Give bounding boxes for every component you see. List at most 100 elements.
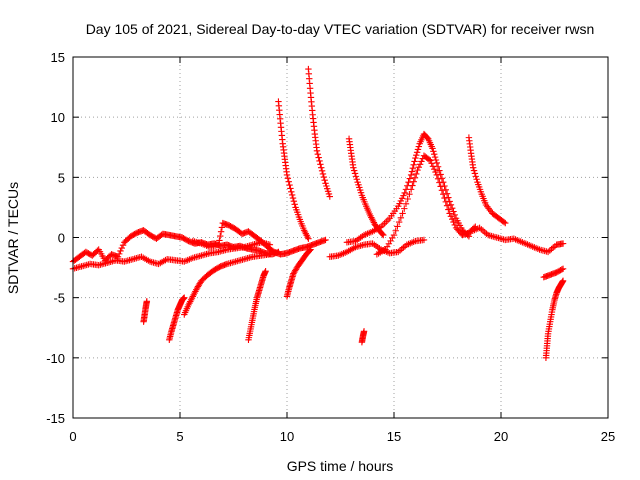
y-tick-label: 10: [51, 110, 65, 125]
data-point: [315, 154, 322, 161]
data-point: [446, 210, 453, 217]
data-point: [440, 190, 447, 198]
data-point: [394, 223, 401, 230]
data-point: [319, 170, 327, 178]
data-point: [285, 178, 292, 185]
tick-labels: 0 5 10 15 20 25 -15 -10 -5 0 5 10 15: [46, 50, 615, 444]
x-tick-label: 10: [280, 429, 294, 444]
data-point: [360, 328, 368, 335]
data-point: [436, 179, 443, 186]
data-point: [415, 143, 423, 150]
series-dip-10: [283, 246, 314, 300]
data-point: [351, 170, 359, 177]
data-point: [288, 191, 296, 199]
data-point: [143, 298, 151, 305]
data-point: [306, 247, 313, 254]
data-point: [392, 227, 399, 234]
y-tick-label: 5: [58, 170, 65, 185]
data-point: [321, 177, 328, 184]
data-point: [318, 164, 325, 171]
data-point: [447, 213, 455, 220]
data-point: [266, 251, 274, 258]
series-dip-3: [140, 298, 151, 325]
data-point: [410, 161, 417, 169]
data-point: [436, 167, 443, 174]
data-point: [397, 214, 405, 221]
plot-frame: [72, 56, 609, 419]
data-point: [290, 197, 298, 205]
data-point: [471, 170, 479, 177]
series-dip-5: [181, 251, 274, 318]
data-point: [470, 167, 478, 174]
data-point: [390, 231, 398, 239]
data-point: [350, 167, 358, 174]
data-point: [399, 210, 406, 217]
data-point: [430, 148, 437, 155]
series-dip-8: [245, 267, 269, 343]
data-point: [407, 171, 415, 179]
x-tick-label: 20: [494, 429, 508, 444]
data-point: [411, 158, 418, 165]
x-axis-label: GPS time / hours: [287, 458, 394, 474]
data-point: [415, 164, 423, 171]
data-point: [447, 201, 455, 208]
data-point: [288, 188, 295, 195]
data-point: [307, 246, 314, 253]
data-point: [445, 206, 452, 213]
data-point: [472, 173, 479, 180]
data-point: [410, 178, 417, 185]
series-baseline-lower: [69, 239, 274, 272]
data-point: [287, 185, 294, 192]
x-tick-label: 25: [601, 429, 615, 444]
x-tick-label: 0: [69, 429, 76, 444]
data-point: [283, 171, 291, 179]
data-point: [406, 175, 414, 182]
data-point: [434, 175, 442, 182]
data-point: [559, 265, 567, 272]
data-point: [352, 173, 360, 180]
data-point: [318, 167, 326, 175]
data-point: [427, 157, 434, 164]
data-point: [217, 232, 224, 240]
data-marks: [69, 65, 567, 362]
data-point: [317, 161, 324, 168]
data-point: [443, 202, 451, 209]
data-point: [450, 218, 457, 226]
data-point: [409, 182, 416, 189]
data-point: [379, 230, 386, 238]
data-point: [402, 200, 410, 208]
data-point: [450, 208, 457, 215]
data-point: [181, 294, 188, 301]
data-point: [413, 170, 420, 178]
data-point: [401, 189, 408, 197]
data-point: [413, 149, 421, 156]
series-baseline-late: [326, 236, 428, 260]
data-point: [119, 242, 127, 249]
data-point: [118, 244, 125, 252]
data-point: [414, 166, 421, 174]
data-point: [431, 153, 439, 161]
y-tick-label: -15: [46, 411, 65, 426]
data-point: [289, 194, 297, 202]
data-point: [350, 164, 357, 171]
data-point: [404, 195, 411, 203]
data-point: [217, 228, 225, 235]
data-point: [429, 163, 437, 170]
data-point: [500, 218, 508, 226]
data-point: [449, 216, 456, 223]
data-point: [425, 156, 433, 163]
y-tick-label: 15: [51, 50, 65, 65]
data-point: [407, 186, 415, 193]
data-point: [353, 176, 360, 183]
data-point: [559, 240, 567, 247]
data-point: [438, 187, 446, 194]
data-point: [473, 176, 480, 183]
data-point: [432, 156, 440, 164]
series-dip-22: [542, 277, 567, 362]
y-tick-label: -5: [53, 291, 65, 306]
data-point: [314, 151, 322, 158]
series-rise-bump: [343, 130, 473, 246]
data-point: [218, 224, 226, 231]
data-point: [262, 267, 269, 275]
data-point: [558, 266, 565, 273]
